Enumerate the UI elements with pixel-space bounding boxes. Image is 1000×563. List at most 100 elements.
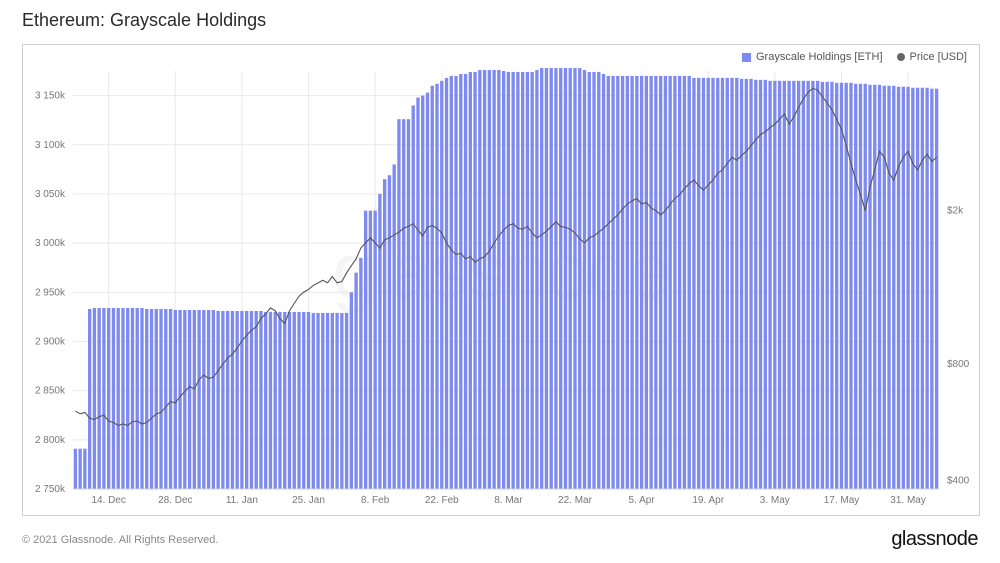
bar xyxy=(107,308,110,489)
bar xyxy=(868,85,871,489)
bar xyxy=(226,311,229,489)
bar xyxy=(821,82,824,489)
bar xyxy=(902,87,905,489)
bar xyxy=(440,81,443,489)
bar xyxy=(573,68,576,489)
brand-logo: glassnode xyxy=(891,528,978,551)
copyright: © 2021 Glassnode. All Rights Reserved. xyxy=(22,534,218,546)
bar xyxy=(207,310,210,489)
bar xyxy=(726,78,729,489)
bar xyxy=(83,449,86,489)
bar xyxy=(321,313,324,489)
bar xyxy=(407,119,410,489)
bar xyxy=(588,72,591,489)
bar xyxy=(264,312,267,489)
bar xyxy=(787,81,790,489)
bar xyxy=(212,310,215,489)
bar xyxy=(326,313,329,489)
bar xyxy=(531,72,534,489)
bar xyxy=(516,72,519,489)
bar xyxy=(578,68,581,489)
bar xyxy=(388,175,391,489)
bar xyxy=(678,76,681,489)
bar xyxy=(497,70,500,489)
bar xyxy=(892,86,895,489)
bar xyxy=(906,87,909,489)
bar xyxy=(316,313,319,489)
bar xyxy=(668,76,671,489)
bar xyxy=(369,211,372,489)
bar xyxy=(859,84,862,489)
bar xyxy=(550,68,553,489)
bar xyxy=(478,70,481,489)
svg-text:2 900k: 2 900k xyxy=(35,337,66,348)
bar xyxy=(274,312,277,489)
bar xyxy=(707,78,710,489)
bar xyxy=(174,310,177,489)
bar xyxy=(778,81,781,489)
bar xyxy=(783,81,786,489)
bar xyxy=(393,164,396,489)
bar xyxy=(145,309,148,489)
bar xyxy=(802,81,805,489)
bar xyxy=(350,292,353,489)
bar xyxy=(502,71,505,489)
bar xyxy=(383,179,386,489)
bar xyxy=(597,72,600,489)
bar xyxy=(202,310,205,489)
bar xyxy=(883,86,886,489)
bar xyxy=(921,88,924,489)
bar xyxy=(564,68,567,489)
bar xyxy=(811,81,814,489)
bar xyxy=(764,80,767,489)
bar xyxy=(654,76,657,489)
bar xyxy=(554,68,557,489)
bar xyxy=(473,72,476,489)
bar xyxy=(864,84,867,489)
bar xyxy=(312,313,315,489)
svg-text:25. Jan: 25. Jan xyxy=(292,495,325,506)
bar xyxy=(216,311,219,489)
bar xyxy=(488,70,491,489)
bar xyxy=(159,309,162,489)
svg-text:2 950k: 2 950k xyxy=(35,287,66,298)
bar xyxy=(878,85,881,489)
bar xyxy=(454,76,457,489)
bar xyxy=(98,308,101,489)
svg-text:31. May: 31. May xyxy=(890,495,926,506)
plot-area: 2 750k2 800k2 850k2 900k2 950k3 000k3 05… xyxy=(73,71,939,489)
bar xyxy=(873,85,876,489)
bar xyxy=(545,68,548,489)
bar xyxy=(464,74,467,489)
bar xyxy=(126,308,129,489)
legend-swatch-bar xyxy=(742,53,751,62)
chart-frame: Grayscale Holdings [ETH] Price [USD] gla… xyxy=(22,44,980,516)
bar xyxy=(78,449,81,489)
svg-text:19. Apr: 19. Apr xyxy=(692,495,724,506)
bar xyxy=(169,309,172,489)
bar xyxy=(231,311,234,489)
bar xyxy=(112,308,115,489)
bar xyxy=(716,78,719,489)
bar xyxy=(935,89,938,489)
svg-text:14. Dec: 14. Dec xyxy=(91,495,125,506)
bar xyxy=(569,68,572,489)
bar xyxy=(178,310,181,489)
svg-text:3 050k: 3 050k xyxy=(35,189,66,200)
bar xyxy=(854,84,857,489)
svg-text:$800: $800 xyxy=(947,359,970,370)
svg-text:3 150k: 3 150k xyxy=(35,91,66,102)
bar xyxy=(511,72,514,489)
bar xyxy=(735,78,738,489)
bar xyxy=(806,81,809,489)
bar xyxy=(197,310,200,489)
svg-text:$2k: $2k xyxy=(947,206,964,217)
svg-text:$400: $400 xyxy=(947,475,970,486)
bar xyxy=(773,81,776,489)
bar xyxy=(559,68,562,489)
bar xyxy=(630,76,633,489)
svg-text:2 800k: 2 800k xyxy=(35,435,66,446)
svg-text:8. Mar: 8. Mar xyxy=(494,495,523,506)
bar xyxy=(897,87,900,489)
bar xyxy=(431,86,434,489)
